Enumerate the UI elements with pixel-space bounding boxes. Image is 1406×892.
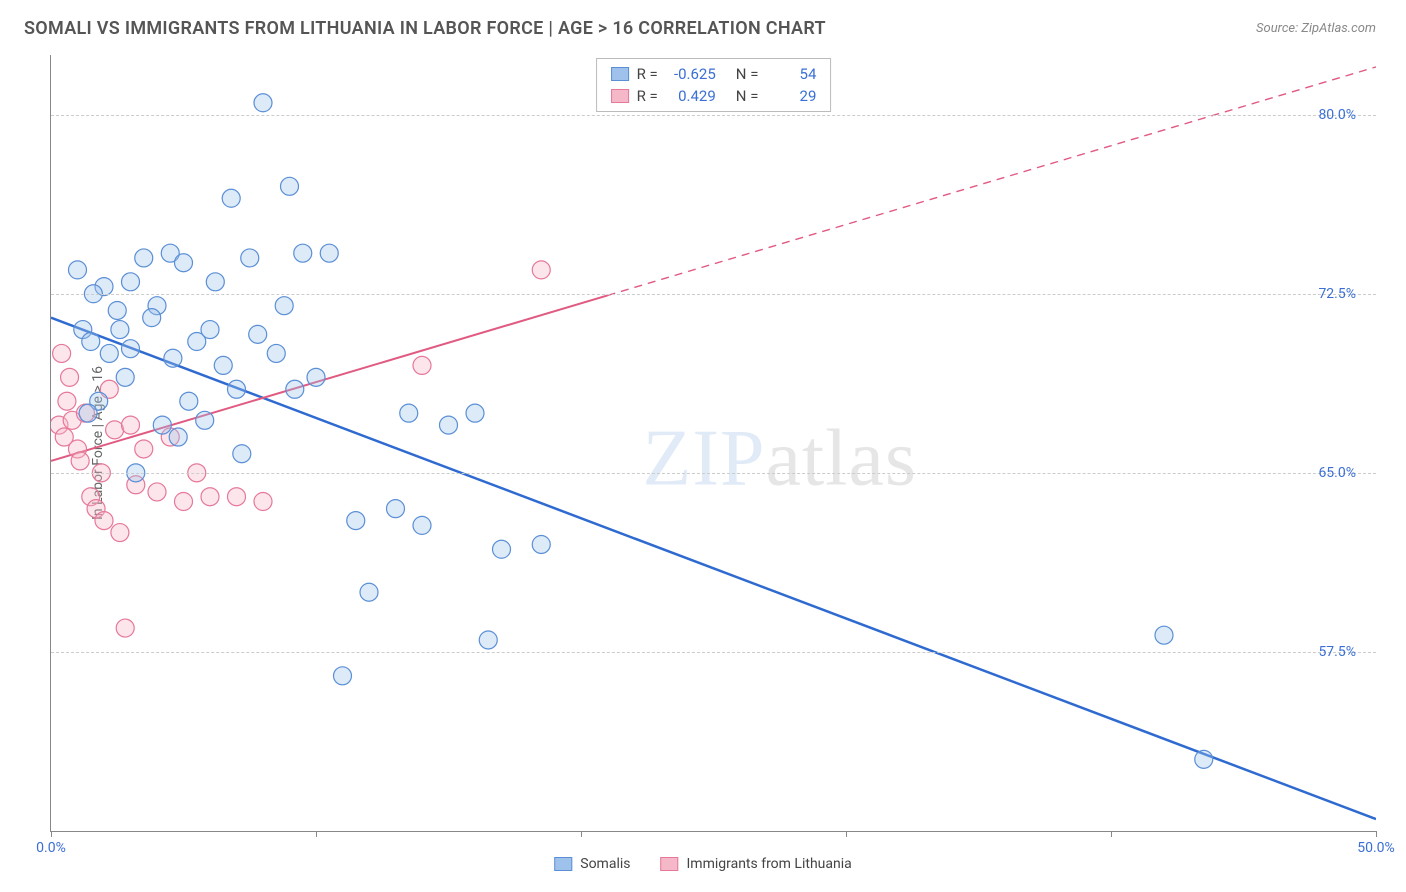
legend-item-lithuania: Immigrants from Lithuania	[660, 856, 851, 872]
chart-svg	[51, 55, 1376, 831]
correlation-row-1: R = -0.625 N = 54	[611, 63, 817, 85]
r-value-2: 0.429	[666, 85, 716, 107]
chart-source: Source: ZipAtlas.com	[1256, 21, 1376, 36]
legend-item-somalis: Somalis	[554, 856, 630, 872]
x-tick-label: 50.0%	[1357, 840, 1395, 856]
series-legend: Somalis Immigrants from Lithuania	[554, 856, 852, 872]
chart-plot-area: In Labor Force | Age > 16 ZIPatlas R = -…	[50, 55, 1376, 832]
r-label-2: R =	[637, 85, 658, 107]
y-tick-label: 72.5%	[1318, 286, 1356, 302]
r-value-1: -0.625	[666, 63, 716, 85]
swatch-lithuania-icon	[660, 857, 678, 871]
x-tick-label: 0.0%	[36, 840, 66, 856]
swatch-somalis	[611, 67, 629, 81]
n-value-2: 29	[766, 85, 816, 107]
swatch-lithuania	[611, 89, 629, 103]
y-tick-label: 65.0%	[1318, 465, 1356, 481]
legend-label-somalis: Somalis	[580, 856, 630, 872]
y-tick-label: 57.5%	[1318, 644, 1356, 660]
n-label: N =	[736, 63, 759, 85]
correlation-legend: R = -0.625 N = 54 R = 0.429 N = 29	[596, 58, 832, 112]
r-label: R =	[637, 63, 658, 85]
y-tick-label: 80.0%	[1318, 107, 1356, 123]
chart-title: SOMALI VS IMMIGRANTS FROM LITHUANIA IN L…	[24, 18, 826, 39]
legend-label-lithuania: Immigrants from Lithuania	[686, 856, 851, 872]
correlation-row-2: R = 0.429 N = 29	[611, 85, 817, 107]
swatch-somalis-icon	[554, 857, 572, 871]
n-value-1: 54	[766, 63, 816, 85]
n-label-2: N =	[736, 85, 759, 107]
chart-header: SOMALI VS IMMIGRANTS FROM LITHUANIA IN L…	[0, 0, 1406, 49]
